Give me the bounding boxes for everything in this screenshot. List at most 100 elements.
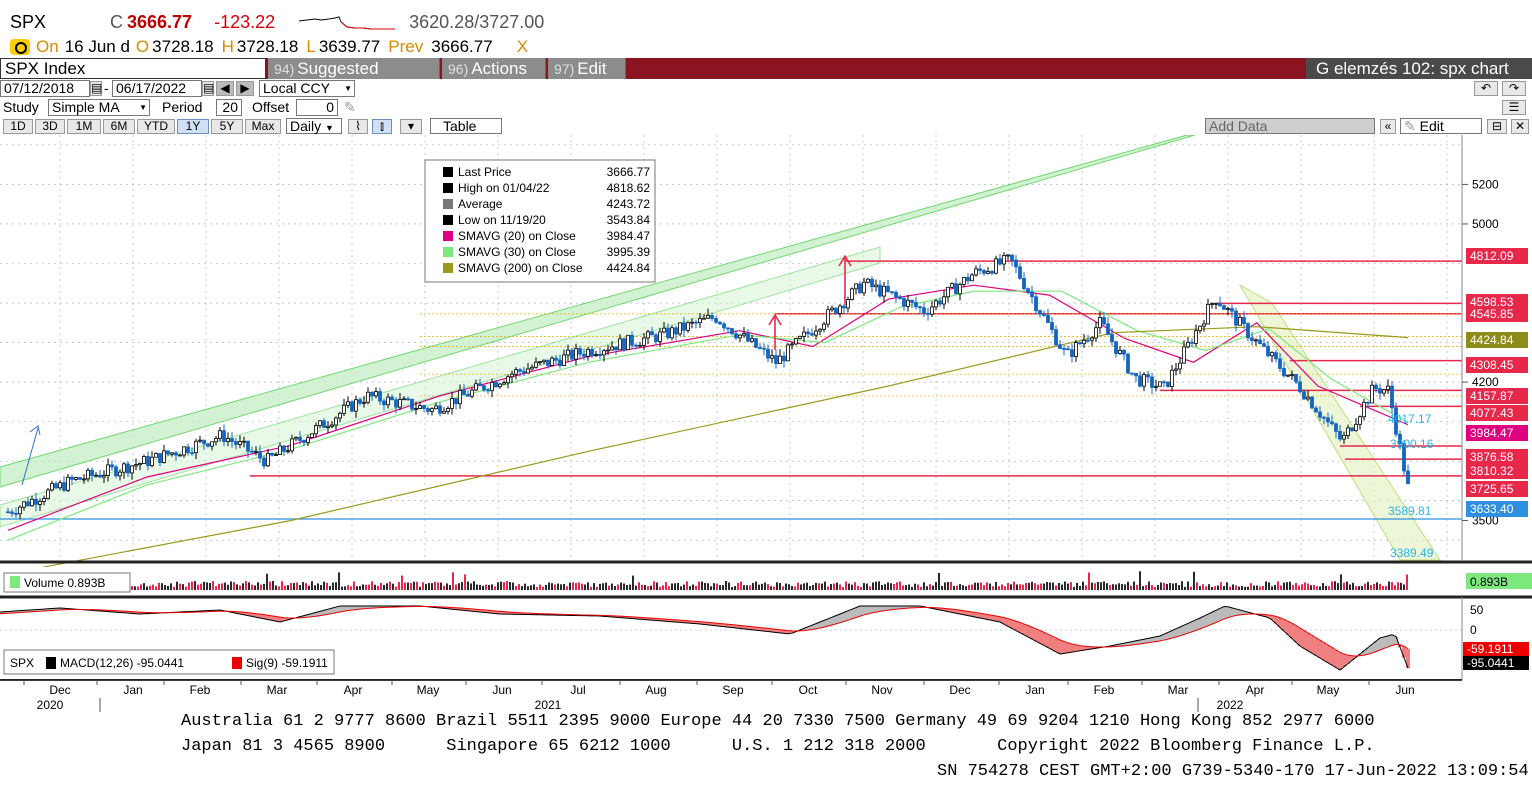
- candle-body: [646, 331, 650, 339]
- volume-bar: [491, 584, 493, 590]
- price-label-text: 3984.47: [1470, 426, 1514, 440]
- close-quote-button[interactable]: X: [516, 37, 529, 56]
- expand-icon[interactable]: «: [1380, 119, 1396, 134]
- day-range: 3620.28/3727.00: [409, 12, 545, 32]
- volume-bar: [134, 586, 136, 590]
- range-button-1y[interactable]: 1Y: [177, 119, 209, 134]
- volume-bar: [338, 572, 340, 590]
- candle-body: [98, 474, 102, 478]
- calendar-icon[interactable]: ▤: [90, 81, 103, 96]
- candle-chart-icon[interactable]: ⫾: [372, 119, 392, 134]
- y-tick-label: 5000: [1472, 217, 1499, 231]
- suggested-charts-menu[interactable]: 94)Suggested Charts: [268, 58, 440, 100]
- series-line-1: [7, 284, 1409, 531]
- volume-bar: [884, 584, 886, 590]
- line-chart-icon[interactable]: ⌇: [348, 119, 368, 134]
- volume-bar: [329, 585, 331, 590]
- candle-body: [1070, 349, 1074, 357]
- currency-select[interactable]: Local CCY ▼: [259, 80, 355, 97]
- volume-bar: [899, 581, 901, 590]
- price-label-badge: [1466, 425, 1528, 441]
- volume-bar: [620, 582, 622, 590]
- volume-bar: [191, 581, 193, 590]
- range-button-ytd[interactable]: YTD: [137, 119, 175, 134]
- date-from-field[interactable]: 07/12/2018: [0, 80, 90, 97]
- candle-body: [1214, 302, 1218, 305]
- candle-body: [278, 445, 282, 456]
- range-button-1m[interactable]: 1M: [67, 119, 101, 134]
- breakout-arrow: [768, 313, 782, 350]
- serial-line: SN 754278 CEST GMT+2:00 G739-5340-170 17…: [937, 762, 1529, 781]
- actions-menu[interactable]: 96) Actions ▼: [442, 58, 546, 98]
- range-button-1d[interactable]: 1D: [3, 119, 33, 134]
- clock-icon: [10, 39, 30, 55]
- study-select[interactable]: Simple MA ▼: [48, 99, 150, 116]
- candle-body: [778, 355, 782, 364]
- volume-bar: [371, 581, 373, 590]
- volume-bar: [935, 582, 937, 590]
- table-button[interactable]: Table: [430, 118, 502, 134]
- frequency-select[interactable]: Daily ▼: [286, 118, 342, 134]
- range-button-3d[interactable]: 3D: [35, 119, 65, 134]
- candle-body: [814, 330, 818, 336]
- edit-chart-button[interactable]: ✎ Edit Chart: [1400, 118, 1482, 147]
- volume-bar: [785, 583, 787, 590]
- quote-line: SPX C 3666.77 -123.22 3620.28/3727.00: [10, 12, 544, 33]
- candle-body: [354, 399, 358, 412]
- volume-bar: [761, 583, 763, 590]
- redo-icon[interactable]: ↷: [1502, 81, 1526, 96]
- volume-bar: [1244, 586, 1246, 590]
- chart-type-dropdown[interactable]: ▾: [400, 119, 422, 134]
- add-data-field[interactable]: Add Data: [1205, 118, 1375, 134]
- volume-bar: [470, 583, 472, 590]
- candle-body: [682, 322, 686, 331]
- close-icon[interactable]: ✕: [1511, 119, 1529, 134]
- candle-body: [458, 390, 462, 405]
- candle-body: [394, 399, 398, 408]
- candle-body: [1082, 339, 1086, 345]
- prev-period-button[interactable]: ◀: [216, 81, 234, 96]
- volume-bar: [1328, 586, 1330, 590]
- volume-bar: [584, 584, 586, 590]
- edit-menu[interactable]: 97) Edit ▼: [548, 58, 626, 98]
- candle-body: [146, 456, 150, 467]
- volume-bar: [911, 586, 913, 590]
- date-to-field[interactable]: 06/17/2022: [112, 80, 202, 97]
- macd-axis: 50 0 -59.1911-95.0441: [1463, 603, 1529, 670]
- volume-bar: [845, 581, 847, 590]
- x-month-label: Oct: [799, 683, 818, 697]
- undo-icon[interactable]: ↶: [1474, 81, 1498, 96]
- candle-body: [918, 306, 922, 309]
- price-label-badge: [1466, 463, 1528, 479]
- volume-bar: [1148, 581, 1150, 590]
- volume-bar: [1028, 582, 1030, 590]
- range-button-max[interactable]: Max: [245, 119, 281, 134]
- offset-field[interactable]: 0: [296, 99, 338, 116]
- volume-bar: [908, 584, 910, 590]
- volume-bar: [1202, 584, 1204, 590]
- x-month-label: Apr: [1246, 683, 1265, 697]
- volume-bar: [170, 583, 172, 590]
- candle-body: [666, 327, 670, 339]
- candle-body: [878, 284, 882, 297]
- pencil-icon[interactable]: ✎: [344, 99, 356, 115]
- period-field[interactable]: 20: [216, 99, 242, 116]
- security-field[interactable]: SPX Index: [0, 58, 266, 79]
- volume-bar: [611, 583, 613, 590]
- chart-settings-icon[interactable]: ⊟: [1487, 119, 1507, 134]
- settings-icon[interactable]: ☰: [1502, 100, 1526, 115]
- volume-bar: [386, 583, 388, 590]
- range-button-6m[interactable]: 6M: [103, 119, 135, 134]
- next-period-button[interactable]: ▶: [236, 81, 254, 96]
- series-line-3: [7, 326, 1409, 575]
- candle-body: [34, 498, 38, 505]
- candle-body: [1362, 401, 1366, 418]
- candle-body: [550, 357, 554, 366]
- candle-body: [1266, 345, 1270, 357]
- candle-body: [6, 511, 10, 514]
- svg-text:4243.72: 4243.72: [607, 197, 651, 211]
- range-button-5y[interactable]: 5Y: [211, 119, 243, 134]
- chevron-down-icon: ▼: [344, 84, 352, 93]
- calendar-icon[interactable]: ▤: [202, 81, 215, 96]
